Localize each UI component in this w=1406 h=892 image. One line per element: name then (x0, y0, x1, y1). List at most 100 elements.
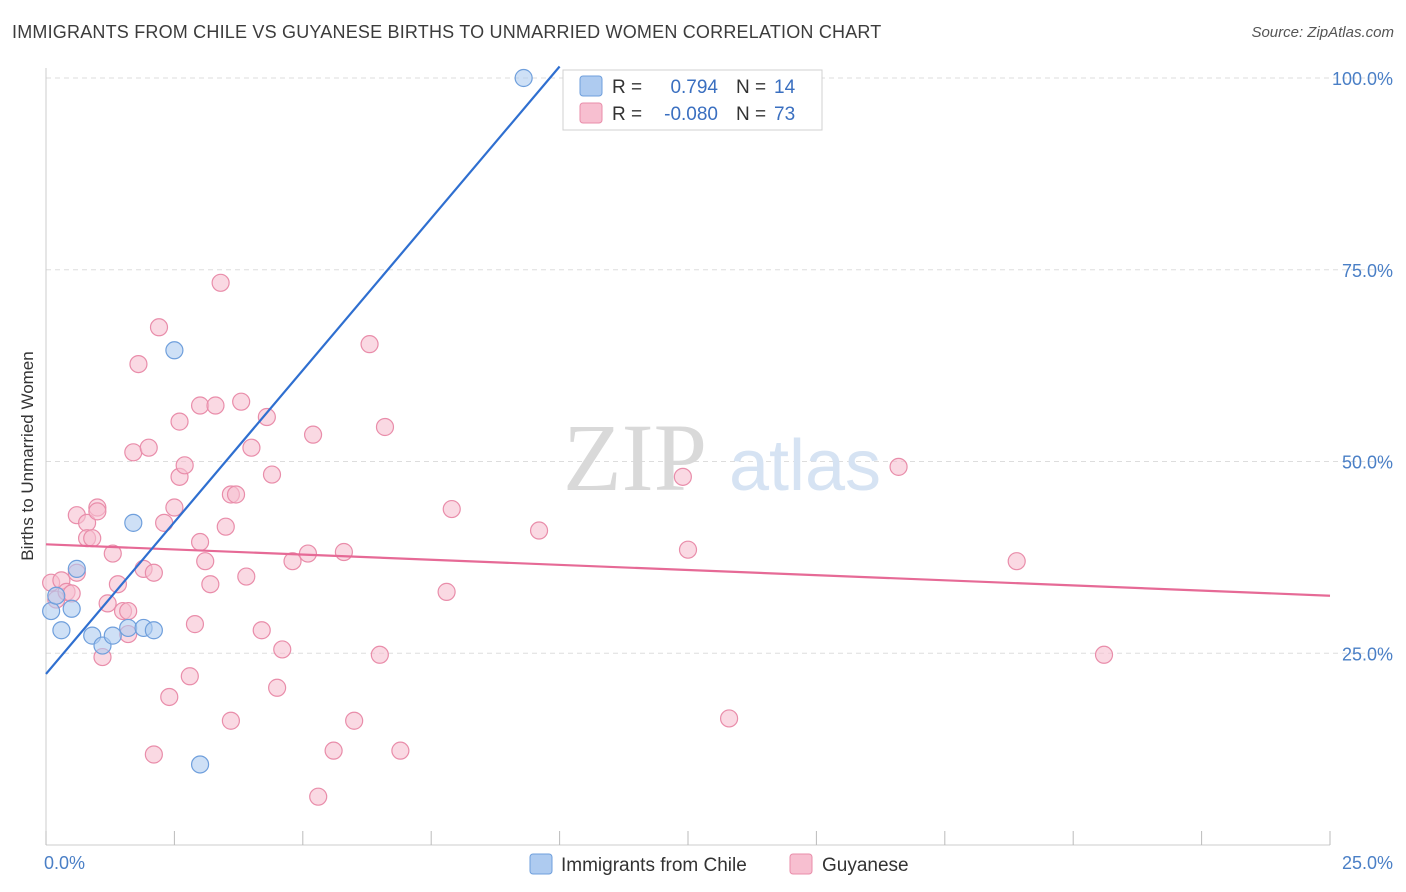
guyanese-point (211, 273, 230, 292)
guyanese-point (391, 741, 410, 760)
guyanese-point (129, 354, 148, 374)
legend-r-label-guyanese: R = (612, 104, 642, 125)
guyanese-point (170, 412, 189, 431)
chile-point (124, 513, 143, 532)
chile-point (514, 68, 533, 88)
axes (45, 68, 1331, 846)
guyanese-point (345, 711, 364, 730)
legend-r-value-guyanese: -0.080 (664, 104, 718, 125)
guyanese-point (160, 687, 179, 707)
guyanese-point (108, 575, 128, 594)
guyanese-point (889, 457, 908, 476)
series-chile (42, 68, 533, 774)
source-credit: Source: ZipAtlas.com (1251, 24, 1394, 41)
guyanese-point (221, 711, 240, 730)
guyanese-point (268, 678, 287, 697)
y-tick-label: 25.0% (1342, 644, 1393, 664)
x-tick-label: 25.0% (1342, 853, 1393, 873)
chile-point (119, 618, 138, 638)
chile-point (62, 599, 81, 618)
guyanese-point (324, 741, 343, 760)
series-legend: Immigrants from Chile Guyanese (529, 853, 909, 876)
tick-labels: 25.0% 50.0% 75.0% 100.0% 0.0% 25.0% (44, 69, 1393, 873)
chile-point (67, 559, 86, 578)
guyanese-point (139, 438, 158, 457)
legend-swatch-chile (579, 75, 603, 97)
bottom-legend-label-chile: Immigrants from Chile (561, 855, 747, 876)
guyanese-point (119, 601, 138, 621)
legend-r-value-chile: 0.794 (670, 77, 718, 98)
bottom-legend-swatch-chile (529, 853, 553, 875)
guyanese-point (262, 465, 282, 484)
y-axis-title: Births to Unmarried Women (18, 351, 37, 560)
watermark-zip: ZIP (563, 404, 707, 511)
legend-r-label-chile: R = (612, 77, 642, 98)
chile-point (47, 586, 66, 605)
series-guyanese (42, 273, 1114, 806)
guyanese-point (360, 335, 379, 354)
guyanese-point (309, 787, 328, 806)
guyanese-point (185, 615, 205, 634)
guyanese-point (124, 443, 143, 462)
guyanese-point (678, 540, 698, 559)
gridlines (46, 77, 1390, 654)
bottom-legend-label-guyanese: Guyanese (822, 855, 909, 876)
legend-n-label-chile: N = (736, 77, 766, 98)
guyanese-point (88, 502, 107, 521)
guyanese-point (201, 575, 220, 594)
guyanese-point (83, 529, 102, 548)
chile-point (52, 621, 71, 640)
guyanese-point (144, 563, 163, 582)
guyanese-point (62, 584, 81, 603)
guyanese-point (175, 456, 194, 475)
guyanese-point (719, 709, 739, 728)
guyanese-point (242, 438, 261, 457)
guyanese-point (673, 467, 692, 486)
chart-title: IMMIGRANTS FROM CHILE VS GUYANESE BIRTHS… (12, 22, 882, 42)
x-tick-label: 0.0% (44, 853, 85, 873)
guyanese-point (273, 640, 292, 659)
guyanese-point (1094, 645, 1114, 664)
y-tick-label: 100.0% (1332, 69, 1393, 89)
correlation-legend: R = 0.794 N = 14 R = -0.080 N = 73 (562, 69, 823, 131)
guyanese-point (437, 582, 456, 601)
guyanese-point (180, 667, 199, 686)
chile-point (190, 755, 210, 774)
guyanese-trend-line (45, 543, 1331, 597)
legend-box (562, 69, 823, 131)
guyanese-point (252, 621, 271, 640)
guyanese-point (442, 499, 461, 519)
guyanese-point (370, 645, 389, 664)
guyanese-point (149, 318, 169, 337)
legend-swatch-guyanese (579, 102, 603, 124)
guyanese-point (206, 396, 225, 415)
guyanese-point (303, 425, 323, 444)
legend-n-value-guyanese: 73 (774, 104, 795, 125)
guyanese-point (232, 392, 251, 411)
chile-point (165, 341, 184, 360)
guyanese-point (190, 532, 210, 552)
trend-lines (45, 65, 1331, 675)
guyanese-point (237, 567, 256, 586)
y-tick-label: 50.0% (1342, 453, 1393, 473)
y-tick-label: 75.0% (1342, 261, 1393, 281)
guyanese-point (1007, 552, 1026, 571)
chile-trend-line (45, 65, 561, 675)
chile-point (144, 621, 163, 640)
guyanese-point (226, 485, 246, 504)
guyanese-point (196, 552, 215, 571)
guyanese-point (529, 521, 549, 540)
chile-point (42, 601, 61, 621)
guyanese-point (375, 417, 395, 437)
legend-n-label-guyanese: N = (736, 104, 766, 125)
watermark: ZIP atlas (563, 404, 881, 511)
chile-point (103, 626, 122, 645)
guyanese-point (283, 552, 302, 571)
guyanese-point (165, 498, 184, 517)
guyanese-point (216, 517, 235, 536)
guyanese-point (190, 396, 210, 415)
legend-n-value-chile: 14 (774, 77, 796, 98)
bottom-legend-swatch-guyanese (789, 853, 813, 875)
guyanese-point (334, 542, 353, 562)
